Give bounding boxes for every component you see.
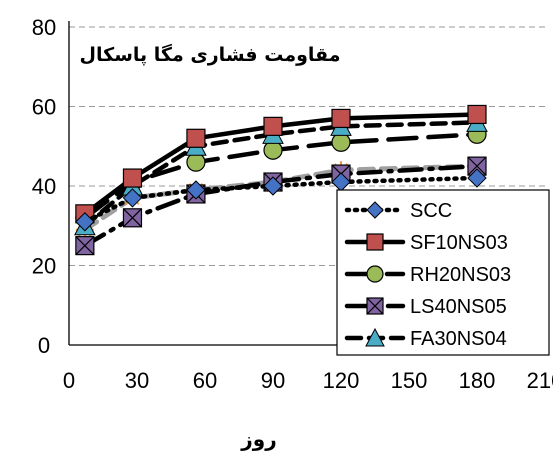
- y-tick-label: 80: [32, 15, 56, 40]
- legend-item-scc: SCC: [344, 200, 452, 222]
- data-point: [331, 108, 351, 129]
- y-tick-label: 0: [38, 333, 50, 358]
- series-line: [82, 175, 480, 225]
- data-point-cross: [467, 156, 487, 176]
- series-sf10ns03: [75, 104, 487, 224]
- x-tick-label: 30: [125, 368, 149, 393]
- legend-item-rh20ns03: RH20NS03: [344, 264, 511, 286]
- data-point: [331, 132, 351, 152]
- x-tick-label: 150: [391, 368, 428, 393]
- legend-marker: [366, 201, 384, 219]
- legend-item-ls40ns05: LS40NS05: [344, 296, 507, 318]
- legend-item-sf10ns03: SF10NS03: [344, 232, 508, 254]
- data-point: [122, 188, 143, 208]
- data-point: [467, 104, 487, 125]
- data-point-cross: [75, 236, 95, 256]
- y-tick-label: 40: [32, 174, 56, 199]
- series-layer: [74, 104, 488, 256]
- x-tick-label: 90: [261, 368, 285, 393]
- data-point: [186, 152, 206, 172]
- legend-marker: [365, 327, 385, 347]
- legend: SCC SF10NS03 RH20NS03 LS40NS05 FA30NS04: [336, 189, 550, 356]
- legend-label: LS40NS05: [410, 296, 507, 318]
- legend-label: SF10NS03: [410, 232, 508, 254]
- data-point: [186, 128, 206, 148]
- data-point: [75, 236, 95, 256]
- legend-marker: [366, 265, 384, 283]
- x-tick-label: 210: [527, 368, 553, 393]
- legend-marker-cross: [366, 297, 384, 315]
- data-point: [467, 156, 487, 176]
- legend-label: FA30NS04: [410, 328, 507, 350]
- y-tick-label: 60: [32, 95, 56, 120]
- legend-marker: [366, 297, 384, 315]
- x-tick-label: 120: [323, 368, 360, 393]
- data-point: [186, 180, 206, 200]
- x-tick-label: 60: [193, 368, 217, 393]
- legend-item-fa30ns04: FA30NS04: [344, 327, 507, 350]
- data-point: [467, 168, 487, 188]
- data-point: [263, 176, 283, 196]
- y-tick-label: 20: [32, 254, 56, 279]
- chart-annotation: مقاومت فشاری مگا پاسکال: [80, 43, 341, 66]
- series-scc: [75, 168, 487, 232]
- legend-label: SCC: [410, 200, 452, 222]
- data-point: [75, 212, 95, 232]
- series-line: [82, 132, 480, 221]
- legend-marker: [366, 233, 384, 251]
- legend-label: RH20NS03: [410, 264, 511, 286]
- data-point: [122, 168, 143, 188]
- x-tick-label: 0: [63, 368, 75, 393]
- data-point: [263, 116, 283, 136]
- data-point: [263, 140, 283, 160]
- x-axis-label: روز: [240, 427, 276, 451]
- data-point: [122, 208, 143, 228]
- y-tick-labels: 0 20 40 60 80: [32, 15, 56, 358]
- x-tick-label: 180: [459, 368, 496, 393]
- x-tick-labels: 0 30 60 90 120 150 180 210: [63, 368, 553, 393]
- data-point-cross: [123, 208, 142, 228]
